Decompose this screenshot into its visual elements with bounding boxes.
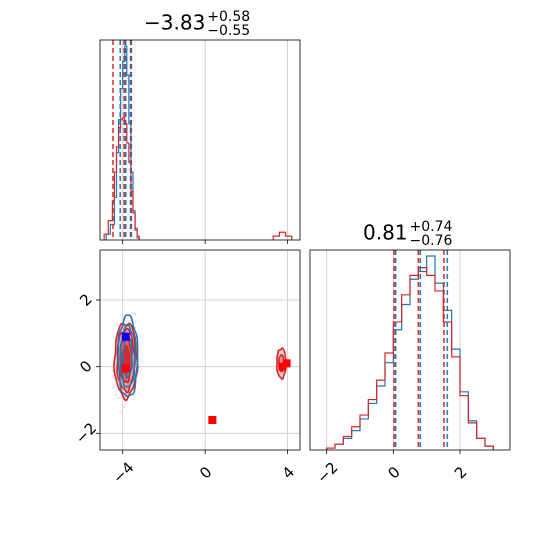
hist1-title-main: −3.83 bbox=[144, 10, 206, 35]
red-mode-marker bbox=[208, 416, 217, 424]
panel-hist2: −2 0 2 bbox=[309, 249, 511, 487]
panel-scatter2d: −4 0 4 −2 0 2 bbox=[72, 249, 301, 487]
hist1-title: −3.83 +0.58 −0.55 bbox=[144, 10, 250, 38]
scatter-point bbox=[123, 406, 126, 409]
scatter-point bbox=[132, 312, 134, 315]
scatter-point bbox=[119, 411, 122, 414]
hist2-xtick-label: 2 bbox=[451, 463, 470, 482]
scatter2d-xtick-label: 4 bbox=[279, 463, 298, 482]
hist1-red-bump bbox=[272, 231, 293, 240]
scatter-point bbox=[134, 313, 137, 316]
hist2-xtick-label: −2 bbox=[313, 459, 341, 487]
hist2-red-series bbox=[326, 267, 494, 450]
hist2-frame bbox=[309, 249, 511, 451]
blue-mode-marker bbox=[121, 332, 130, 341]
scatter-point bbox=[124, 403, 127, 405]
hist2-title-sub: −0.76 bbox=[409, 233, 453, 249]
scatter-point bbox=[111, 369, 114, 372]
scatter-point bbox=[117, 397, 120, 400]
red-mode-marker bbox=[278, 362, 287, 371]
red-mode-marker bbox=[121, 364, 130, 373]
scatter2d-ytick-label: 2 bbox=[76, 290, 95, 309]
scatter2d-xtick-label: 0 bbox=[196, 463, 215, 482]
hist2-title: 0.81 +0.74 −0.76 bbox=[363, 220, 452, 248]
panel-hist1 bbox=[99, 39, 301, 244]
contour-blue-main-level bbox=[117, 314, 139, 398]
scatter2d-frame bbox=[99, 249, 301, 451]
scatter-point bbox=[120, 396, 123, 398]
hist1-title-errors: +0.58 −0.55 bbox=[207, 10, 250, 38]
contour-blue-main-level bbox=[119, 323, 136, 388]
scatter2d-ytick-label: −2 bbox=[72, 419, 100, 447]
hist2-title-errors: +0.74 −0.76 bbox=[410, 220, 453, 248]
scatter2d-ytick-label: 0 bbox=[76, 357, 95, 376]
scatter-point bbox=[115, 393, 117, 396]
hist2-title-sup: +0.74 bbox=[409, 219, 453, 235]
scatter2d-xtick-label: −4 bbox=[109, 459, 137, 487]
hist2-xtick-label: 0 bbox=[384, 463, 403, 482]
scatter-point bbox=[111, 387, 114, 390]
scatter-point bbox=[134, 326, 136, 328]
hist1-title-sup: +0.58 bbox=[207, 9, 251, 25]
hist1-frame bbox=[99, 39, 301, 241]
hist1-title-sub: −0.55 bbox=[207, 23, 251, 39]
scatter-point bbox=[113, 378, 116, 381]
red-mode-marker bbox=[282, 359, 291, 368]
contour-blue-main-level bbox=[122, 334, 133, 379]
scatter-point bbox=[276, 349, 278, 352]
hist1-red-series bbox=[103, 117, 140, 240]
hist2-title-main: 0.81 bbox=[363, 220, 408, 245]
